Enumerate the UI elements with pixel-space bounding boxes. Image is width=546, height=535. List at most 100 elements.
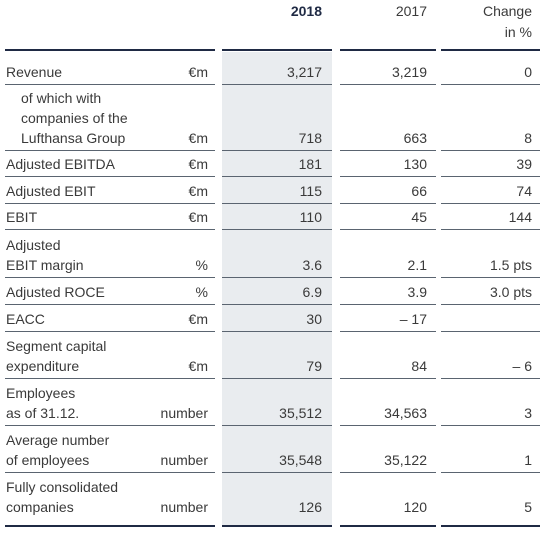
row-label: EBIT margin: [6, 257, 84, 273]
row-line: [5, 84, 215, 85]
row-line: [5, 176, 215, 177]
cell-change: 1: [524, 452, 532, 468]
row-line: [441, 277, 540, 278]
cell-unit: number: [160, 405, 208, 421]
cell-y2018: 126: [298, 499, 322, 515]
cell-y2018: 6.9: [302, 284, 322, 300]
cell-y2017: 3,219: [391, 64, 427, 80]
row-label: Employees: [6, 385, 76, 401]
cell-unit: €m: [188, 156, 208, 172]
cell-y2018: 718: [298, 130, 322, 146]
row-line: [222, 150, 332, 151]
cell-y2017: 34,563: [384, 405, 427, 421]
cell-unit: number: [160, 499, 208, 515]
row-line: [222, 203, 332, 204]
cell-change: 0: [524, 64, 532, 80]
cell-y2017: 35,122: [384, 452, 427, 468]
row-line: [441, 472, 540, 473]
cell-unit: %: [195, 257, 208, 273]
row-line: [340, 331, 436, 332]
row-line: [441, 150, 540, 151]
row-line: [340, 150, 436, 151]
cell-unit: €m: [188, 183, 208, 199]
cell-y2018: 181: [298, 156, 322, 172]
header-change: in %: [504, 24, 532, 40]
cell-y2018: 115: [299, 183, 322, 199]
row-line: [340, 304, 436, 305]
cell-y2018: 79: [306, 358, 322, 374]
cell-change: 3: [524, 405, 532, 421]
row-label: Adjusted: [6, 237, 61, 253]
cell-change: 74: [516, 183, 532, 199]
row-line: [340, 425, 436, 426]
row-label: Revenue: [6, 64, 63, 80]
row-line: [340, 277, 436, 278]
cell-y2017: 2.1: [407, 257, 427, 273]
row-line: [5, 203, 215, 204]
row-line: [222, 331, 332, 332]
row-line: [5, 472, 215, 473]
cell-unit: %: [195, 284, 208, 300]
cell-y2017: 66: [411, 183, 427, 199]
row-line: [340, 378, 436, 379]
row-line: [5, 425, 215, 426]
rule: [222, 49, 332, 51]
row-line: [441, 229, 540, 230]
row-line: [222, 304, 332, 305]
cell-unit: €m: [188, 358, 208, 374]
row-line: [441, 84, 540, 85]
row-label: Adjusted EBITDA: [6, 156, 115, 172]
row-line: [441, 304, 540, 305]
row-label: Adjusted ROCE: [6, 284, 105, 300]
cell-y2017: 120: [403, 499, 427, 515]
cell-change: 5: [524, 499, 532, 515]
rule: [5, 525, 215, 527]
header-2017: 2017: [395, 3, 427, 19]
rule: [222, 525, 332, 527]
cell-change: – 6: [512, 358, 532, 374]
row-line: [340, 472, 436, 473]
row-line: [5, 304, 215, 305]
cell-y2018: 35,548: [279, 452, 322, 468]
row-line: [340, 84, 436, 85]
row-line: [441, 176, 540, 177]
cell-change: 144: [508, 209, 532, 225]
cell-change: 3.0 pts: [489, 284, 532, 300]
row-line: [340, 229, 436, 230]
row-line: [340, 176, 436, 177]
row-label: companies: [6, 499, 74, 515]
rule: [340, 49, 436, 51]
cell-change: 8: [524, 130, 532, 146]
cell-change: 1.5 pts: [489, 257, 532, 273]
cell-unit: €m: [188, 311, 208, 327]
cell-y2017: – 17: [399, 311, 427, 327]
row-label: EACC: [6, 311, 45, 327]
cell-y2018: 3.6: [302, 257, 322, 273]
cell-y2017: 84: [411, 358, 427, 374]
header-2018: 2018: [290, 3, 322, 19]
row-line: [222, 229, 332, 230]
row-label: Adjusted EBIT: [6, 183, 96, 199]
row-line: [5, 331, 215, 332]
row-label: of employees: [6, 452, 90, 468]
rule: [441, 525, 540, 527]
row-line: [5, 378, 215, 379]
cell-unit: number: [160, 452, 208, 468]
row-line: [222, 472, 332, 473]
row-label: Average number: [6, 432, 110, 448]
row-label: expenditure: [6, 358, 80, 374]
row-label: as of 31.12.: [6, 405, 80, 421]
row-line: [441, 331, 540, 332]
cell-change: 39: [516, 156, 532, 172]
cell-y2017: 3.9: [407, 284, 427, 300]
row-label: EBIT: [6, 209, 38, 225]
row-line: [5, 277, 215, 278]
row-label: Lufthansa Group: [21, 130, 126, 146]
row-line: [222, 176, 332, 177]
highlight-column: [222, 52, 332, 525]
rule: [5, 49, 215, 51]
row-line: [340, 203, 436, 204]
cell-y2018: 3,217: [286, 64, 322, 80]
row-line: [5, 229, 215, 230]
